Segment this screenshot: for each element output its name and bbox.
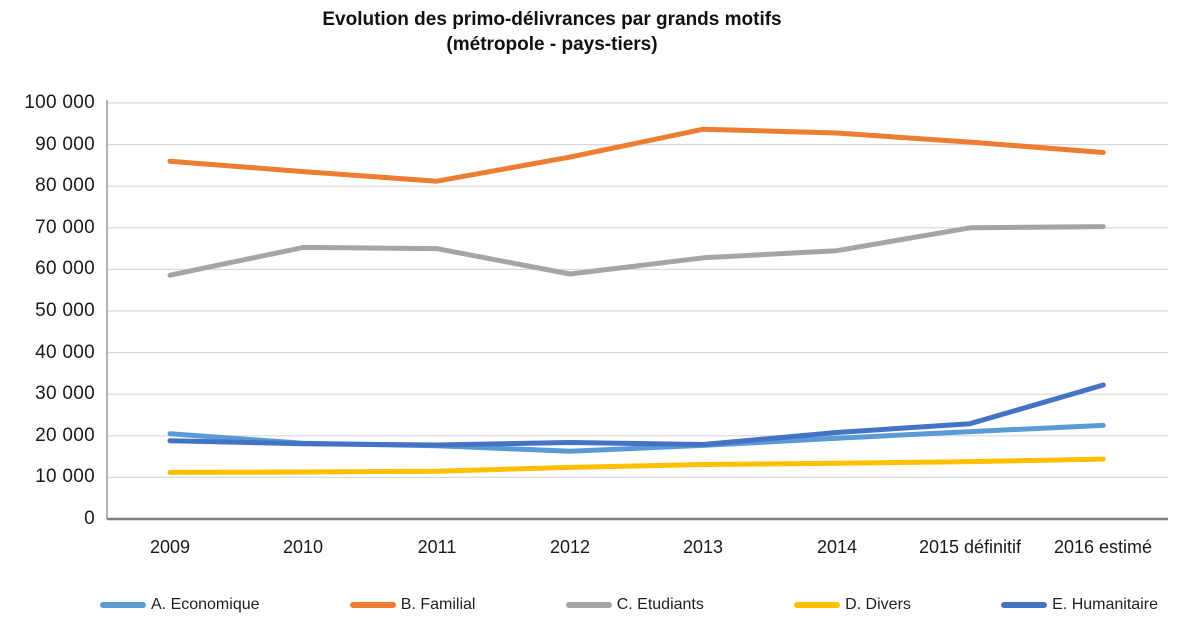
legend: A. Economique B. Familial C. Etudiants D… xyxy=(100,593,1158,617)
y-axis-tick-label: 40 000 xyxy=(35,342,95,363)
legend-label: B. Familial xyxy=(400,596,476,613)
series-c-marker-icon xyxy=(565,602,612,608)
y-axis-tick-label: 90 000 xyxy=(35,134,95,155)
x-axis-tick-label: 2015 définitif xyxy=(918,537,1022,557)
legend-item: D. Divers xyxy=(794,596,911,614)
legend-item: E. Humanitaire xyxy=(1001,596,1158,614)
legend-label: E. Humanitaire xyxy=(1052,596,1158,613)
x-axis-tick-label: 2014 xyxy=(816,537,858,557)
series-line-b-familial xyxy=(167,126,1106,184)
y-axis-tick-label: 30 000 xyxy=(35,383,95,404)
y-axis-tick-label: 80 000 xyxy=(35,175,95,196)
x-axis-tick-label: 2010 xyxy=(282,537,324,557)
x-axis-tick-label: 2011 xyxy=(417,537,457,557)
y-axis-tick-label: 100 000 xyxy=(24,92,95,113)
y-axis-tick-label: 0 xyxy=(84,508,95,529)
legend-item: A. Economique xyxy=(100,596,260,614)
legend-label: C. Etudiants xyxy=(616,596,704,613)
x-axis-tick-label: 2012 xyxy=(549,537,591,557)
legend-item: C. Etudiants xyxy=(565,596,704,614)
series-e-marker-icon xyxy=(1001,602,1048,608)
y-axis-tick-label: 50 000 xyxy=(35,300,95,321)
series-a-marker-icon xyxy=(100,602,146,608)
legend-item: B. Familial xyxy=(349,596,476,614)
series-line-c-etudiants xyxy=(167,224,1106,278)
x-axis-tick-label: 2013 xyxy=(682,537,724,557)
x-axis-tick-label: 2016 estimé xyxy=(1053,537,1153,557)
series-b-marker-icon xyxy=(349,602,396,608)
chart-subtitle: (métropole - pays-tiers) xyxy=(446,34,658,55)
y-axis-tick-label: 60 000 xyxy=(35,258,95,279)
y-axis-tick-label: 70 000 xyxy=(35,217,95,238)
x-axis-tick-label: 2009 xyxy=(149,537,191,557)
series-line-d-divers xyxy=(167,456,1106,475)
y-axis-tick-label: 10 000 xyxy=(35,466,95,487)
legend-label: D. Divers xyxy=(845,596,911,613)
series-d-marker-icon xyxy=(794,602,841,608)
series-line-e-humanitaire xyxy=(167,382,1106,448)
y-axis-tick-label: 20 000 xyxy=(35,425,95,446)
legend-label: A. Economique xyxy=(151,596,260,613)
chart-title: Evolution des primo-délivrances par gran… xyxy=(322,9,782,30)
series-line-a-economique xyxy=(167,422,1106,454)
